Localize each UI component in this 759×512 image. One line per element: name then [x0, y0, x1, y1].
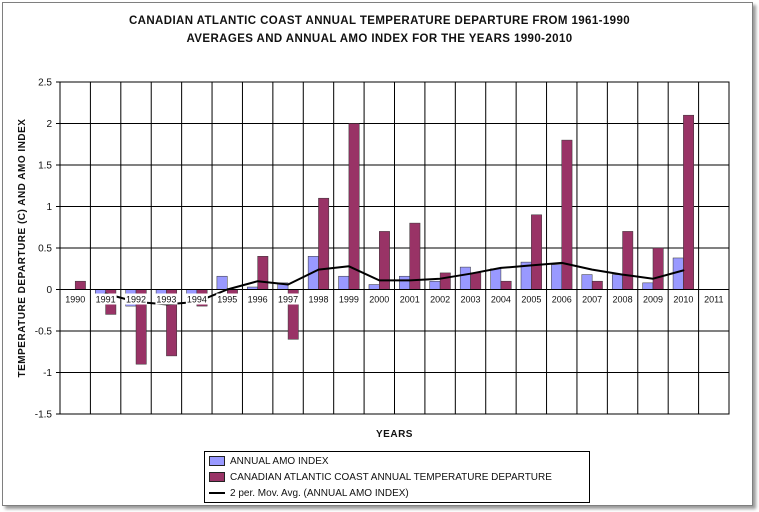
temperature-bar-2003 [470, 272, 482, 290]
amo-bar-2003 [459, 266, 471, 290]
x-tick-label: 1999 [339, 295, 359, 305]
y-tick-label: -0.5 [35, 327, 53, 338]
amo-bar-1999 [338, 275, 350, 290]
y-tick-label: 0.5 [38, 244, 52, 255]
x-tick-label: 2007 [582, 295, 602, 305]
x-tick-label-bg [459, 293, 482, 305]
y-tick-label: -1 [43, 368, 52, 379]
x-tick-label: 2009 [643, 295, 663, 305]
temperature-bar-1999 [348, 123, 360, 290]
x-tick-label-bg [277, 293, 300, 305]
x-tick-label: 2011 [704, 295, 723, 305]
temperature-bar-1998 [318, 197, 330, 290]
x-tick-label-bg [672, 293, 695, 305]
chart-title-line-2: AVERAGES AND ANNUAL AMO INDEX FOR THE YE… [186, 33, 573, 45]
x-tick-label: 2001 [400, 295, 420, 305]
legend: ANNUAL AMO INDEX CANADIAN ATLANTIC COAST… [204, 451, 590, 503]
legend-item-amo: ANNUAL AMO INDEX [209, 453, 329, 469]
y-tick-label: 0 [46, 285, 52, 296]
x-axis-title: YEARS [376, 429, 413, 440]
x-tick-label-bg [368, 293, 391, 305]
x-tick-label-bg [611, 293, 634, 305]
x-tick-label-bg [307, 293, 330, 305]
y-tick-label: 2 [46, 119, 52, 130]
chart-title-line-1: CANADIAN ATLANTIC COAST ANNUAL TEMPERATU… [128, 15, 631, 27]
amo-bar-2008 [611, 274, 623, 290]
x-tick-label: 2008 [613, 295, 633, 305]
temperature-bar-2005 [531, 214, 542, 290]
legend-item-moving-average: 2 per. Mov. Avg. (ANNUAL AMO INDEX) [209, 485, 409, 501]
legend-label-amo: ANNUAL AMO INDEX [230, 455, 329, 467]
temperature-bar-1996 [257, 256, 269, 290]
x-tick-label-bg [489, 293, 512, 305]
x-tick-label: 2005 [521, 295, 541, 305]
x-tick-label-bg [702, 293, 725, 305]
temperature-bar-2010 [683, 114, 694, 290]
x-tick-label: 2006 [552, 295, 572, 305]
amo-bar-2000 [368, 284, 380, 290]
amo-bar-2002 [429, 280, 441, 290]
x-tick-label-bg [337, 293, 360, 305]
amo-bar-2004 [490, 268, 502, 290]
x-tick-label: 2010 [673, 295, 693, 305]
x-tick-label-bg [581, 293, 604, 305]
x-tick-label-bg [550, 293, 573, 305]
temperature-bar-2008 [622, 231, 634, 290]
y-axis-title: TEMPERATURE DEPARTURE (C) AND AMO INDEX [17, 119, 28, 378]
x-tick-label: 1993 [156, 295, 176, 305]
x-tick-label: 1994 [187, 295, 207, 305]
x-tick-label: 1997 [278, 295, 298, 305]
x-tick-label-bg [641, 293, 664, 305]
legend-label-temperature: CANADIAN ATLANTIC COAST ANNUAL TEMPERATU… [230, 471, 552, 483]
amo-bar-2009 [642, 282, 654, 290]
legend-swatch-temperature [209, 472, 225, 482]
x-tick-label: 1990 [65, 295, 85, 305]
x-tick-label: 1996 [248, 295, 268, 305]
legend-item-temperature: CANADIAN ATLANTIC COAST ANNUAL TEMPERATU… [209, 469, 552, 485]
x-tick-label-bg [429, 293, 452, 305]
y-tick-labels: -1.5 -1 -0.5 0 0.5 1 1.5 2 2.5 [35, 78, 53, 421]
x-tick-label-bg [155, 293, 178, 305]
temperature-bar-2007 [591, 280, 603, 290]
x-tick-label-bg [216, 293, 239, 305]
y-tick-label: 1.5 [38, 161, 52, 172]
y-tick-label: -1.5 [35, 410, 53, 421]
legend-swatch-amo [209, 456, 225, 466]
grid-lines [56, 81, 730, 415]
amo-bar-2001 [399, 275, 410, 290]
x-tick-label-bg [398, 293, 421, 305]
legend-line-moving-average [209, 492, 225, 494]
x-tick-labels: 1990 1991 1992 1993 1994 1995 1996 1997 1998 1999… [64, 293, 725, 305]
x-tick-label: 1992 [126, 295, 146, 305]
x-tick-label-bg [185, 293, 208, 305]
amo-bar-2006 [551, 264, 562, 290]
temperature-bar-2002 [439, 272, 451, 290]
x-tick-label-bg [125, 293, 148, 305]
temperature-bar-2009 [652, 247, 664, 290]
y-tick-label: 1 [46, 202, 52, 213]
amo-bar-2007 [581, 274, 593, 290]
x-tick-label-bg [520, 293, 543, 305]
x-tick-label-bg [246, 293, 269, 305]
amo-bar-1995 [216, 275, 228, 290]
x-tick-label: 1995 [217, 295, 237, 305]
temperature-bar-2004 [500, 280, 512, 290]
temperature-bar-2006 [561, 139, 573, 290]
x-tick-label: 2002 [430, 295, 450, 305]
chart-title: CANADIAN ATLANTIC COAST ANNUAL TEMPERATU… [0, 12, 759, 48]
x-tick-label: 2003 [461, 295, 481, 305]
x-tick-label-bg [64, 293, 87, 305]
x-tick-label-bg [94, 293, 117, 305]
x-tick-label: 1998 [308, 295, 328, 305]
x-tick-label: 2004 [491, 295, 511, 305]
x-tick-label: 2000 [369, 295, 389, 305]
legend-label-moving-average: 2 per. Mov. Avg. (ANNUAL AMO INDEX) [230, 487, 409, 499]
x-tick-label: 1991 [96, 295, 116, 305]
temperature-bar-1990 [74, 280, 86, 290]
y-tick-label: 2.5 [38, 78, 52, 89]
